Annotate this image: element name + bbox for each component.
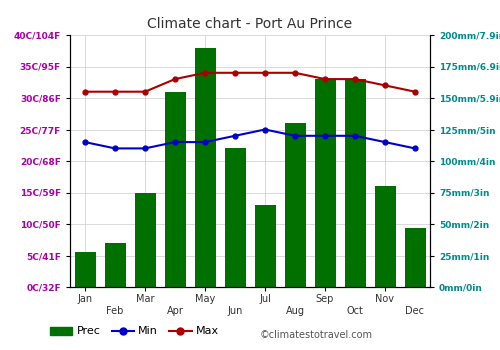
Bar	[224, 148, 246, 287]
Bar	[134, 193, 156, 287]
Bar	[74, 252, 96, 287]
Title: Climate chart - Port Au Prince: Climate chart - Port Au Prince	[148, 17, 352, 31]
Bar	[164, 92, 186, 287]
Legend: Prec, Min, Max: Prec, Min, Max	[46, 322, 224, 341]
Bar	[104, 243, 126, 287]
Text: Dec: Dec	[406, 306, 424, 316]
Bar	[284, 123, 306, 287]
Bar	[314, 79, 336, 287]
Text: Aug: Aug	[286, 306, 304, 316]
Text: Apr: Apr	[166, 306, 184, 316]
Text: Oct: Oct	[346, 306, 364, 316]
Bar	[254, 205, 276, 287]
Bar	[404, 228, 425, 287]
Text: Feb: Feb	[106, 306, 124, 316]
Bar	[344, 79, 366, 287]
Bar	[374, 186, 396, 287]
Text: ©climatestotravel.com: ©climatestotravel.com	[260, 329, 373, 340]
Bar	[194, 48, 216, 287]
Text: Jun: Jun	[228, 306, 242, 316]
